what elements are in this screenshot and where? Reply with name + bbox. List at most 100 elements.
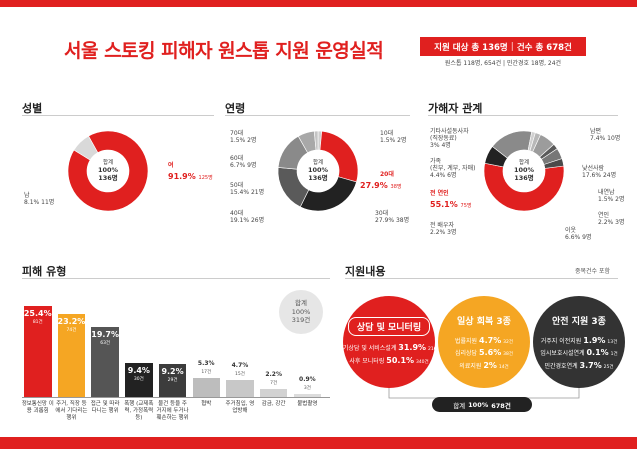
damage-total-pct: 100% — [291, 307, 311, 316]
label-rel-stranger: 낯선사람 17.6% 24명 — [582, 165, 617, 179]
donut-hole — [87, 150, 129, 192]
value-male: 8.1% — [24, 198, 40, 206]
damage-total-label: 합계 — [295, 299, 307, 308]
damage-bar-count: 30건 — [133, 377, 144, 383]
summary-label-count: 건수 — [516, 42, 533, 53]
summary-box: 지원 대상 총 136명 | 건수 총 678건 — [420, 37, 586, 56]
damage-bar-category: 폭행 (교제폭력, 가정폭력 등) — [124, 401, 154, 421]
support-circle-counseling: 상담 및 모니터링 초기상담 및 서비스설계 31.9% 216건 사후 모니터… — [337, 296, 441, 388]
damage-bar-count: 3건 — [303, 385, 311, 391]
label-female: 여 — [168, 162, 174, 169]
section-divider — [345, 278, 618, 279]
damage-bar — [24, 306, 52, 397]
damage-bar-count: 17건 — [201, 370, 212, 376]
label-rel-neighbor: 이웃 6.6% 9명 — [565, 227, 592, 241]
label-rel-ex: 전 연인 — [430, 190, 449, 197]
support-row: 임시보호시설연계 0.1% 1건 — [540, 348, 618, 358]
summary-value-target: 총 136명 — [471, 42, 508, 53]
label-rel-lover: 연인 2.2% 3명 — [598, 212, 625, 226]
summary-separator: | — [510, 41, 514, 52]
label-rel-husband: 남편 7.4% 10명 — [590, 128, 621, 142]
support-row: 의료지원 2% 14건 — [459, 360, 509, 370]
donut-hole — [297, 150, 339, 192]
damage-bar — [57, 314, 86, 397]
damage-bar — [158, 364, 187, 397]
damage-bar-value: 19.7% — [91, 329, 120, 339]
donut-center-text: 100% — [308, 166, 329, 174]
damage-bar-category: 주거침입, 영업방해 — [225, 401, 255, 414]
label-age-40: 40대 19.1% 26명 — [230, 210, 265, 224]
damage-bar-value: 9.2% — [161, 367, 184, 377]
damage-bar-count: 81건 — [32, 320, 43, 326]
donut-center-text: 100% — [98, 166, 119, 174]
label-male: 남 8.1% 11명 — [24, 192, 55, 206]
damage-bar-category: 감금, 강간 — [261, 401, 286, 407]
support-circle-title: 안전 지원 3종 — [552, 316, 606, 327]
damage-bar-value: 9.4% — [127, 366, 150, 376]
value-female: 91.9% 125명 — [168, 172, 213, 181]
damage-bar-category: 물건 등을 주거지에 두거나 훼손하는 행위 — [156, 401, 189, 421]
damage-bar-count: 63건 — [100, 340, 111, 346]
donut-center-text: 136명 — [308, 173, 328, 182]
summary-label-target: 지원 대상 — [434, 42, 469, 53]
support-row: 초기상담 및 서비스설계 31.9% 216건 — [337, 343, 441, 353]
section-divider — [225, 115, 410, 116]
damage-bar-value: 4.7% — [231, 362, 249, 370]
section-title-age: 연령 — [225, 102, 246, 115]
support-total-pill: 합계 100% 678건 — [432, 397, 532, 412]
support-row: 민간경호연계 3.7% 25건 — [544, 360, 614, 370]
damage-bar-category: 접근 및 따라다니는 행위 — [90, 401, 120, 414]
label-rel-etc: 기타사설동사자 (직장동료) 3% 4명 — [430, 128, 469, 149]
damage-bar-category: 불법촬영 — [297, 401, 318, 407]
section-title-support: 지원내용 — [345, 265, 386, 278]
donut-center-text: 합계 — [103, 158, 113, 166]
damage-bar-value: 23.2% — [57, 317, 86, 327]
damage-bar-count: 7건 — [270, 381, 278, 387]
support-circle-title: 상담 및 모니터링 — [347, 317, 431, 337]
section-divider — [428, 115, 618, 116]
damage-bar-count: 29건 — [167, 378, 178, 384]
bottom-accent-bar — [0, 437, 637, 449]
support-row: 사후 모니터링 50.1% 340건 — [349, 355, 429, 365]
damage-bar-category: 협박 — [201, 401, 212, 407]
support-circle-title: 일상 회복 3종 — [457, 316, 511, 327]
section-title-relation: 가해자 관계 — [428, 102, 483, 115]
damage-bar-category: 정보통신망 이용 괴롭힘 — [21, 401, 54, 414]
damage-bar — [91, 326, 119, 397]
section-divider — [22, 278, 330, 279]
donut-center-text: 합계 — [519, 158, 529, 166]
damage-bar — [259, 389, 288, 397]
damage-bar-category: 주거, 직장 등에서 기다리는 행위 — [55, 401, 88, 421]
label-age-20: 20대 — [380, 171, 394, 178]
damage-bar-count: 74건 — [66, 328, 77, 334]
support-circle-recovery: 일상 회복 3종 법률지원 4.7% 32건 심리상담 5.6% 38건 의료지… — [438, 296, 530, 388]
damage-bar-value: 0.9% — [299, 375, 316, 383]
label-age-10: 10대 1.5% 2명 — [380, 130, 407, 144]
label-age-70: 70대 1.5% 2명 — [230, 130, 257, 144]
summary-subtext: 원스톱 118명, 654건 | 민간경호 18명, 24건 — [444, 60, 562, 67]
label-rel-affair: 내연남 1.5% 2명 — [598, 189, 625, 203]
section-divider — [22, 115, 214, 116]
damage-bar — [293, 393, 322, 397]
donut-center-text: 136명 — [514, 173, 534, 182]
bar-baseline — [22, 397, 330, 398]
damage-bar-value: 2.2% — [265, 371, 282, 379]
section-title-damage: 피해 유형 — [22, 265, 67, 278]
support-total-label: 합계 — [453, 401, 466, 410]
section-title-gender: 성별 — [22, 102, 43, 115]
value-age-20: 27.9% 38명 — [360, 181, 402, 190]
summary-value-count: 총 678건 — [535, 42, 572, 53]
damage-bar — [226, 380, 254, 397]
donut-center-text: 100% — [514, 166, 535, 174]
damage-total-circle: 합계 100% 319건 — [279, 290, 323, 334]
donut-center-text: 합계 — [313, 158, 323, 166]
label-age-50: 50대 15.4% 21명 — [230, 182, 265, 196]
damage-bar — [192, 378, 220, 397]
support-note: 중복건수 포함 — [575, 268, 611, 275]
donut-center-text: 136명 — [98, 173, 118, 182]
label-age-30: 30대 27.9% 38명 — [375, 210, 410, 224]
damage-bar — [125, 363, 153, 397]
